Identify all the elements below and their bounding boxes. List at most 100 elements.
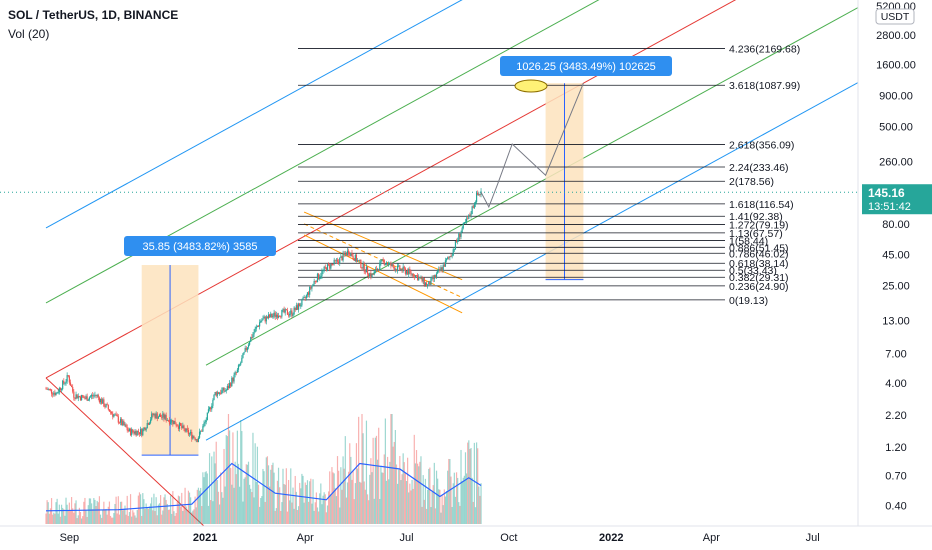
- candle-body: [465, 218, 468, 222]
- volume-bar: [383, 454, 385, 524]
- candle-body: [380, 260, 382, 263]
- candle-body: [408, 269, 410, 275]
- candle-body: [213, 394, 215, 400]
- candle-body: [470, 213, 472, 216]
- volume-bar: [250, 488, 252, 524]
- volume-bar: [77, 515, 79, 524]
- volume-bar: [86, 516, 88, 524]
- candle-body: [86, 396, 88, 401]
- candle-body: [444, 260, 447, 267]
- volume-bar: [315, 492, 317, 524]
- volume-bar: [302, 475, 304, 524]
- volume-bar: [280, 510, 282, 524]
- volume-bar: [389, 461, 391, 524]
- volume-bar: [181, 492, 183, 524]
- volume-bar: [155, 497, 157, 524]
- candle-body: [467, 218, 469, 220]
- volume-bar: [425, 508, 428, 524]
- volume-bar: [256, 446, 259, 524]
- price-tick-label: 45.00: [882, 249, 910, 261]
- price-tick-label: 0.40: [885, 500, 906, 512]
- volume-bar: [108, 501, 111, 524]
- volume-bar: [126, 495, 128, 524]
- volume-bar: [311, 503, 313, 524]
- candle-body: [236, 369, 238, 373]
- volume-bar: [366, 494, 369, 524]
- volume-bar: [99, 514, 102, 524]
- candle-body: [431, 276, 433, 279]
- candle-body: [386, 263, 389, 265]
- volume-bar: [223, 448, 225, 524]
- candle-body: [382, 259, 384, 260]
- candle-body: [393, 267, 395, 271]
- candle-body: [373, 271, 375, 275]
- currency-badge[interactable]: [875, 8, 915, 25]
- candle-body: [93, 395, 95, 397]
- candle-body: [64, 383, 66, 384]
- candle-body: [164, 415, 166, 419]
- volume-bar: [467, 442, 469, 524]
- volume-bar: [74, 503, 76, 524]
- volume-bar: [460, 449, 462, 524]
- volume-bar: [473, 442, 475, 524]
- volume-bar: [372, 437, 374, 524]
- fib-level-label-16: 4.236(2169.68): [729, 44, 800, 56]
- candle-body: [439, 269, 441, 271]
- volume-bar: [402, 453, 404, 524]
- candle-body: [394, 269, 396, 271]
- volume-bar: [45, 513, 47, 524]
- volume-bar: [85, 510, 87, 524]
- volume-bar: [478, 486, 480, 524]
- candle-body: [244, 347, 246, 352]
- volume-bar: [59, 516, 62, 524]
- volume-bar: [171, 513, 173, 524]
- volume-bar: [354, 483, 356, 524]
- volume-bar: [202, 472, 204, 524]
- candle-body: [197, 437, 200, 443]
- plot-area[interactable]: [0, 0, 930, 528]
- volume-bar: [270, 469, 272, 524]
- volume-bar: [187, 490, 190, 524]
- candle-body: [414, 275, 417, 278]
- volume-bar: [203, 477, 205, 524]
- candle-body: [240, 362, 242, 365]
- candle-body: [432, 276, 434, 280]
- candle-body: [246, 347, 248, 351]
- measure-label-1: 1026.25 (3483.49%) 102625: [516, 61, 655, 73]
- volume-bar: [146, 508, 148, 524]
- candle-body: [428, 281, 430, 285]
- candle-body: [358, 260, 360, 261]
- volume-legend[interactable]: Vol (20): [8, 27, 50, 41]
- volume-bar: [340, 467, 342, 524]
- candle-body: [374, 268, 376, 272]
- volume-bar: [247, 461, 250, 524]
- volume-bar: [167, 509, 169, 524]
- symbol-title[interactable]: SOL / TetherUS, 1D, BINANCE: [8, 8, 179, 22]
- volume-bar: [131, 516, 133, 524]
- volume-bar: [225, 435, 227, 524]
- candle-body: [65, 381, 67, 384]
- candle-body: [437, 270, 439, 274]
- volume-bar: [75, 500, 77, 524]
- volume-bar: [160, 495, 162, 524]
- candle-body: [217, 392, 220, 394]
- volume-bar: [153, 493, 155, 524]
- volume-bar: [365, 420, 368, 524]
- candle-body: [72, 387, 74, 392]
- price-tick-label: 2800.00: [876, 30, 916, 42]
- volume-bar: [148, 506, 151, 524]
- volume-bar: [62, 507, 64, 524]
- candle-body: [247, 344, 250, 348]
- candle-body: [422, 278, 424, 282]
- volume-bar: [301, 473, 303, 524]
- candle-body: [222, 387, 224, 391]
- volume-bar: [222, 497, 224, 524]
- candle-body: [106, 404, 108, 406]
- candle-body: [401, 269, 403, 272]
- candle-body: [87, 399, 89, 401]
- measure-label-bg-0: [124, 236, 276, 256]
- candle-body: [203, 423, 205, 427]
- volume-bar: [232, 432, 234, 524]
- candle-body: [332, 264, 334, 265]
